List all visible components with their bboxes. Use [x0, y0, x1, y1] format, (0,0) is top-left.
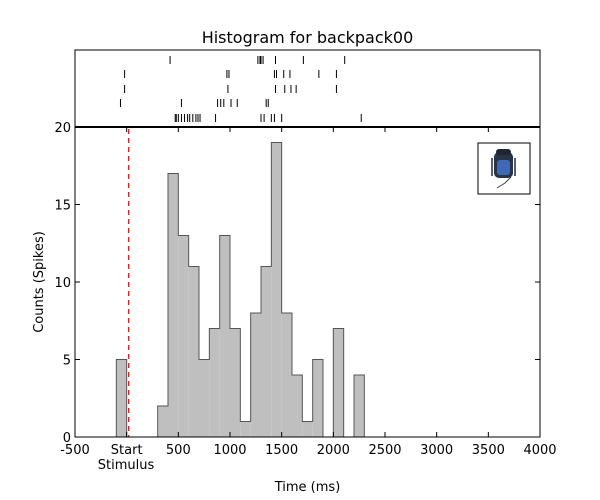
x-tick-label: 3500 [472, 443, 505, 458]
y-tick-label: 10 [54, 276, 71, 291]
histogram-bar [354, 375, 365, 437]
x-tick-label: Start [111, 443, 143, 458]
histogram-bar [333, 328, 344, 437]
histogram-bar [199, 359, 210, 437]
x-tick-label: 1500 [265, 443, 298, 458]
x-axis-label: Time (ms) [274, 480, 341, 495]
histogram-bar [116, 359, 127, 437]
histogram-outline [115, 142, 540, 438]
histogram-bar [219, 235, 230, 437]
raster-ticks [119, 56, 362, 122]
y-tick-label: 20 [54, 121, 71, 136]
x-tick-label: 2500 [368, 443, 401, 458]
x-tick-label: -500 [60, 443, 90, 458]
x-axis: -500 Start 500 1000 1500 2000 2500 3000 3500 4000 [60, 127, 557, 458]
x-tick-label: 2000 [317, 443, 350, 458]
histogram-bar [281, 313, 292, 437]
histogram-bars [116, 142, 365, 437]
histogram-bar [209, 328, 220, 437]
histogram-bar [157, 406, 168, 437]
histogram-bar [230, 328, 241, 437]
histogram-bar [302, 421, 313, 437]
histogram-bar [188, 266, 199, 437]
y-tick-label: 5 [63, 354, 71, 369]
chart-title: Histogram for backpack00 [202, 28, 414, 47]
y-axis: 0 5 10 15 20 [54, 121, 540, 446]
histogram-bar [240, 421, 251, 437]
backpack-icon [477, 142, 531, 195]
histogram-bar [250, 313, 261, 437]
histogram-bar [292, 375, 303, 437]
x-tick-label: 1000 [213, 443, 246, 458]
y-axis-label: Counts (Spikes) [32, 231, 47, 333]
histogram-bar [178, 235, 189, 437]
histogram-bar [271, 142, 282, 437]
plot-frame [74, 126, 541, 438]
histogram-bar [261, 266, 272, 437]
x-tick-label: 3000 [420, 443, 453, 458]
histogram-bar [168, 173, 179, 437]
x-tick-label: 4000 [523, 443, 556, 458]
histogram-bar [312, 359, 323, 437]
raster-panel [74, 49, 541, 128]
y-tick-label: 15 [54, 199, 71, 214]
x-tick-label: 500 [166, 443, 191, 458]
y-tick-label: 0 [63, 431, 71, 446]
stimulus-label: Stimulus [98, 458, 155, 473]
